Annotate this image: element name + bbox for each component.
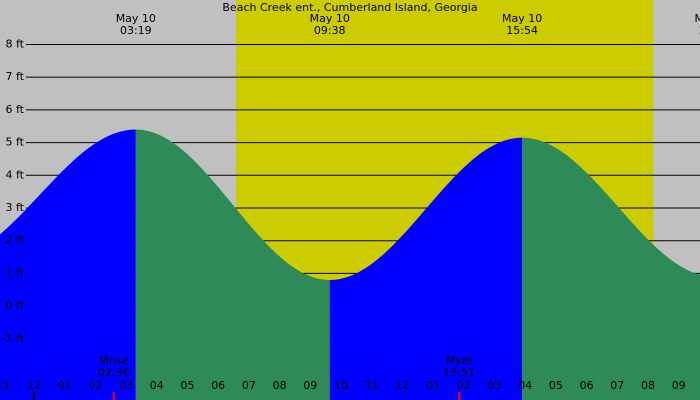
x-tick-label: 04 — [518, 379, 532, 392]
extreme-date: May 10 — [116, 12, 156, 25]
x-tick-label: 09 — [303, 379, 317, 392]
x-tick-label: 10 — [334, 379, 348, 392]
extreme-time: 09:38 — [314, 24, 346, 37]
x-tick-label: 06 — [211, 379, 225, 392]
x-tick-label: 07 — [242, 379, 256, 392]
chart-title: Beach Creek ent., Cumberland Island, Geo… — [222, 1, 477, 14]
extreme-date: May 10 — [502, 12, 542, 25]
x-tick-label: 12 — [395, 379, 409, 392]
x-tick-label: 03 — [487, 379, 501, 392]
extreme-time: 15:54 — [506, 24, 538, 37]
x-tick-label: 08 — [273, 379, 287, 392]
y-tick-label: -1 ft — [2, 332, 25, 345]
x-tick-label: 12 — [27, 379, 41, 392]
x-tick-label: 01 — [426, 379, 440, 392]
x-tick-label: 07 — [610, 379, 624, 392]
y-tick-label: 4 ft — [6, 168, 25, 181]
extreme-date: May 10 — [310, 12, 350, 25]
y-tick-label: 5 ft — [6, 136, 25, 149]
rising-tide — [0, 129, 136, 400]
y-tick-label: 1 ft — [6, 266, 25, 279]
moon-time: 13:51 — [443, 366, 475, 379]
y-tick-label: 0 ft — [6, 299, 25, 312]
falling-tide — [522, 137, 700, 400]
moon-time: 02:36 — [98, 366, 130, 379]
x-tick-label: 11 — [365, 379, 379, 392]
moon-event: Mrise — [99, 354, 129, 367]
y-tick-label: 7 ft — [6, 70, 25, 83]
extreme-time: 22:10 — [699, 24, 700, 37]
x-tick-label: 05 — [180, 379, 194, 392]
x-tick-label: 11 — [0, 379, 10, 392]
y-tick-label: 3 ft — [6, 201, 25, 214]
extreme-time: 03:19 — [120, 24, 152, 37]
y-tick-label: 2 ft — [6, 234, 25, 247]
x-tick-label: 03 — [119, 379, 133, 392]
x-tick-label: 04 — [150, 379, 164, 392]
moon-event: Mset — [446, 354, 473, 367]
x-tick-label: 01 — [58, 379, 72, 392]
x-tick-label: 05 — [549, 379, 563, 392]
extreme-date: May 10 — [694, 12, 700, 25]
y-tick-label: 8 ft — [6, 37, 25, 50]
x-tick-label: 09 — [672, 379, 686, 392]
falling-tide — [135, 129, 330, 400]
x-tick-label: 02 — [457, 379, 471, 392]
rising-tide — [329, 137, 523, 400]
x-tick-label: 02 — [88, 379, 102, 392]
y-tick-label: 6 ft — [6, 103, 25, 116]
x-tick-label: 06 — [580, 379, 594, 392]
x-tick-label: 08 — [641, 379, 655, 392]
